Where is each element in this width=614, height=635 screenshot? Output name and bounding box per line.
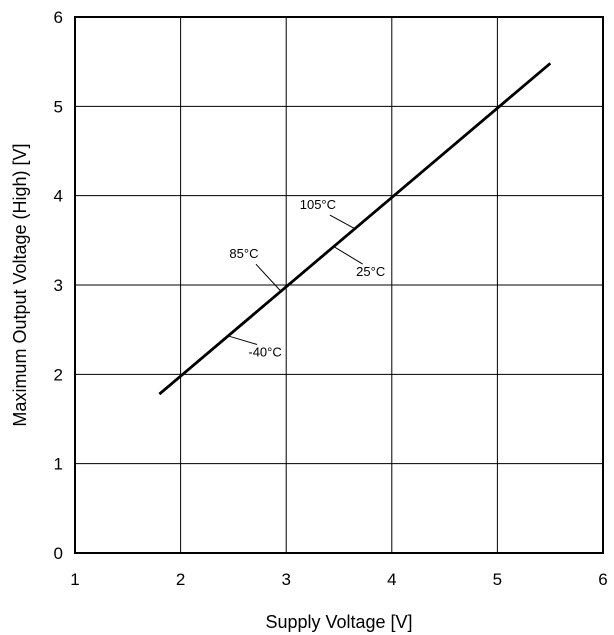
x-tick-label-2: 3 — [281, 570, 290, 589]
annotation-leader-1 — [255, 263, 282, 292]
x-tick-label-1: 2 — [176, 570, 185, 589]
y-axis-label: Maximum Output Voltage (High) [V] — [10, 143, 30, 426]
x-tick-label-0: 1 — [70, 570, 79, 589]
annotation-label-2: 25°C — [356, 264, 385, 279]
annotation-leader-2 — [333, 246, 363, 265]
y-tick-label-5: 5 — [54, 97, 63, 116]
annotation-label-3: -40°C — [248, 344, 281, 359]
x-tick-label-5: 6 — [598, 570, 607, 589]
data-series — [158, 62, 552, 395]
annotations: 105°C 85°C 25°C -40°C — [227, 197, 385, 359]
x-tick-label-4: 5 — [493, 570, 502, 589]
x-tick-labels: 1 2 3 4 5 6 — [70, 570, 607, 589]
y-tick-label-0: 0 — [54, 544, 63, 563]
grid-lines — [75, 17, 603, 553]
annotation-leader-3 — [227, 335, 258, 345]
series-line-3 — [158, 62, 552, 395]
y-tick-label-4: 4 — [54, 187, 63, 206]
annotation-leader-0 — [329, 214, 356, 230]
x-axis-label: Supply Voltage [V] — [265, 612, 412, 632]
y-tick-label-6: 6 — [54, 8, 63, 27]
annotation-label-0: 105°C — [300, 197, 336, 212]
y-tick-labels: 0 1 2 3 4 5 6 — [54, 8, 63, 563]
annotation-label-1: 85°C — [229, 246, 258, 261]
x-tick-label-3: 4 — [387, 570, 396, 589]
y-tick-label-2: 2 — [54, 365, 63, 384]
y-tick-label-1: 1 — [54, 455, 63, 474]
y-tick-label-3: 3 — [54, 276, 63, 295]
plot-frame — [74, 16, 604, 554]
